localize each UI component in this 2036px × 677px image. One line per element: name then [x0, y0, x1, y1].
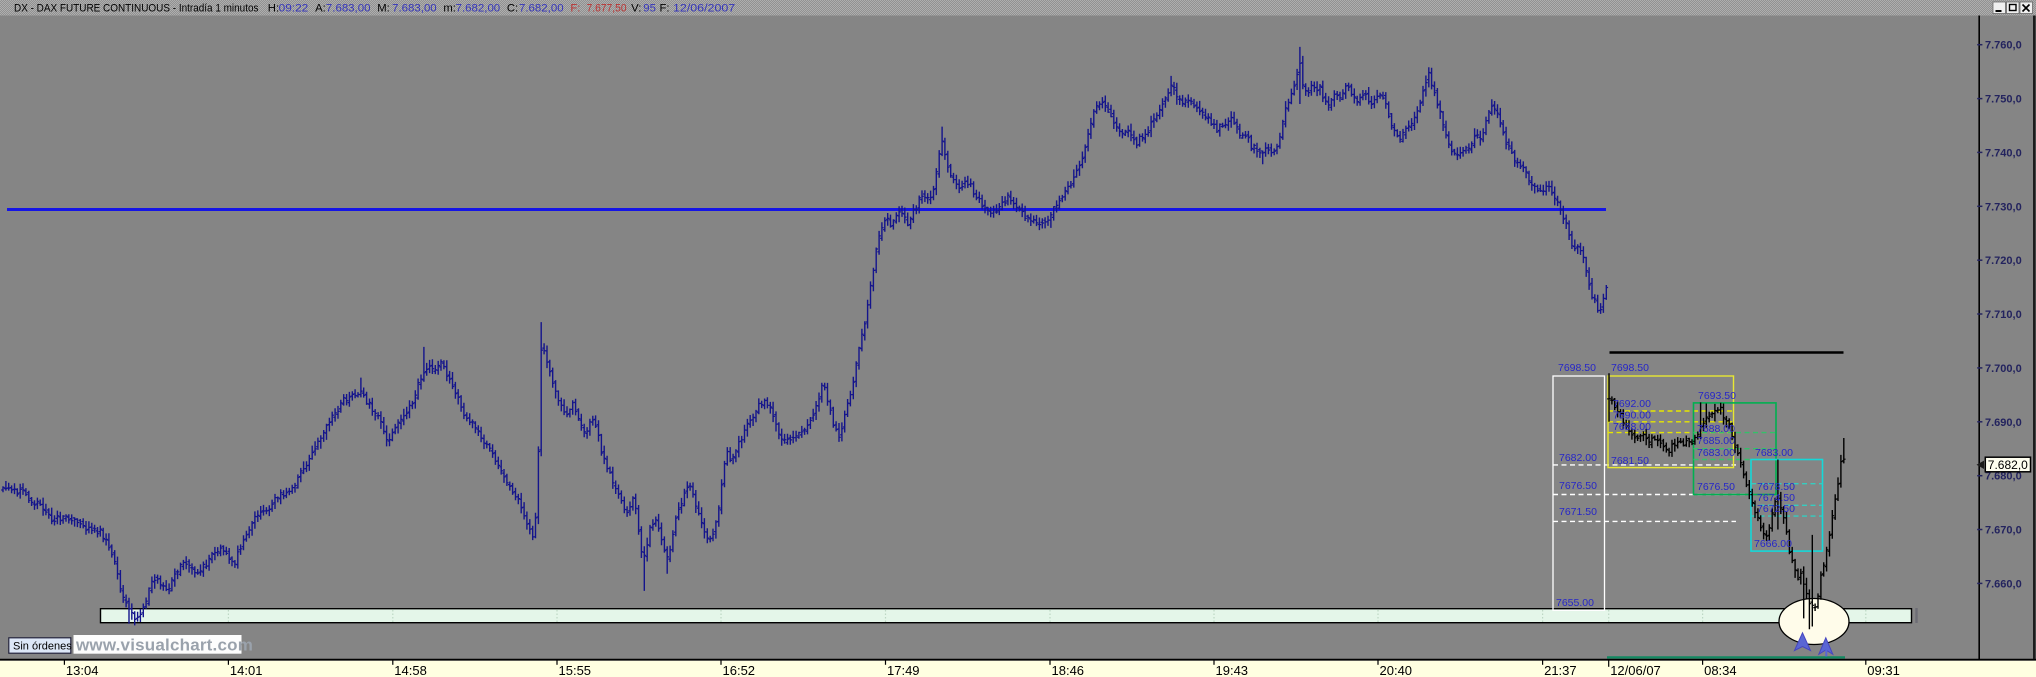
- svg-text:7.682,00: 7.682,00: [519, 2, 564, 14]
- svg-text:7.760,0: 7.760,0: [1985, 40, 2022, 52]
- svg-text:13:04: 13:04: [66, 663, 99, 677]
- svg-text:7.690,0: 7.690,0: [1985, 417, 2022, 429]
- svg-text:7674.50: 7674.50: [1757, 492, 1795, 504]
- svg-text:7671.50: 7671.50: [1559, 506, 1597, 518]
- svg-text:7678.50: 7678.50: [1757, 481, 1795, 493]
- svg-text:H:: H:: [268, 2, 279, 14]
- svg-text:17:49: 17:49: [887, 663, 920, 677]
- svg-text:7.740,0: 7.740,0: [1985, 147, 2022, 159]
- svg-text:7685.00: 7685.00: [1697, 435, 1735, 447]
- svg-text:16:52: 16:52: [723, 663, 756, 677]
- svg-text:7692.00: 7692.00: [1613, 398, 1651, 410]
- svg-text:7.677,50: 7.677,50: [587, 2, 627, 14]
- svg-text:7.730,0: 7.730,0: [1985, 201, 2022, 213]
- svg-text:7.683,00: 7.683,00: [326, 2, 371, 14]
- svg-text:7666.00: 7666.00: [1754, 538, 1792, 550]
- svg-text:09:22: 09:22: [279, 2, 309, 14]
- svg-text:7688.00: 7688.00: [1697, 423, 1735, 435]
- svg-text:19:43: 19:43: [1216, 663, 1249, 677]
- svg-text:7.682,00: 7.682,00: [456, 2, 501, 14]
- svg-text:18:46: 18:46: [1052, 663, 1085, 677]
- svg-text:DX - DAX FUTURE CONTINUOUS - I: DX - DAX FUTURE CONTINUOUS - Intradía 1 …: [14, 2, 259, 14]
- svg-text:95: 95: [643, 2, 656, 14]
- svg-text:7.680,0: 7.680,0: [1985, 471, 2022, 483]
- svg-text:7.670,0: 7.670,0: [1985, 525, 2022, 537]
- svg-text:7676.50: 7676.50: [1697, 481, 1735, 493]
- svg-text:08:34: 08:34: [1704, 663, 1737, 677]
- svg-text:7693.50: 7693.50: [1698, 390, 1736, 402]
- svg-text:12/06/07: 12/06/07: [1610, 663, 1661, 677]
- svg-text:20:40: 20:40: [1380, 663, 1413, 677]
- svg-text:7672.50: 7672.50: [1757, 503, 1795, 515]
- svg-text:M:: M:: [377, 2, 390, 14]
- svg-text:7698.50: 7698.50: [1558, 362, 1596, 374]
- svg-text:7683.00: 7683.00: [1755, 447, 1793, 459]
- svg-text:7655.00: 7655.00: [1556, 597, 1594, 609]
- svg-text:7688.00: 7688.00: [1613, 421, 1651, 433]
- svg-text:12/06/2007: 12/06/2007: [673, 2, 735, 14]
- svg-text:Sin órdenes: Sin órdenes: [13, 641, 72, 653]
- svg-text:www.visualchart.com: www.visualchart.com: [75, 636, 253, 655]
- svg-text:F:: F:: [570, 2, 580, 14]
- svg-text:m:: m:: [443, 2, 456, 14]
- svg-text:09:31: 09:31: [1867, 663, 1900, 677]
- svg-text:7.682,0: 7.682,0: [1988, 458, 2028, 472]
- svg-text:14:58: 14:58: [394, 663, 427, 677]
- svg-text:7681.50: 7681.50: [1611, 455, 1649, 467]
- svg-text:15:55: 15:55: [559, 663, 592, 677]
- svg-text:F:: F:: [660, 2, 670, 14]
- svg-text:21:37: 21:37: [1544, 663, 1577, 677]
- svg-text:C:: C:: [507, 2, 518, 14]
- svg-text:7.750,0: 7.750,0: [1985, 94, 2022, 106]
- svg-text:7683.00: 7683.00: [1697, 447, 1735, 459]
- svg-text:V:: V:: [631, 2, 641, 14]
- svg-text:7676.50: 7676.50: [1559, 480, 1597, 492]
- svg-text:7.660,0: 7.660,0: [1985, 578, 2022, 590]
- svg-text:14:01: 14:01: [230, 663, 263, 677]
- svg-text:7.683,00: 7.683,00: [392, 2, 437, 14]
- svg-text:7698.50: 7698.50: [1611, 362, 1649, 374]
- svg-text:7690.00: 7690.00: [1613, 410, 1651, 422]
- svg-text:7.720,0: 7.720,0: [1985, 255, 2022, 267]
- svg-text:7.700,0: 7.700,0: [1985, 363, 2022, 375]
- svg-text:7682.00: 7682.00: [1559, 452, 1597, 464]
- svg-text:A:: A:: [315, 2, 326, 14]
- svg-text:7.710,0: 7.710,0: [1985, 309, 2022, 321]
